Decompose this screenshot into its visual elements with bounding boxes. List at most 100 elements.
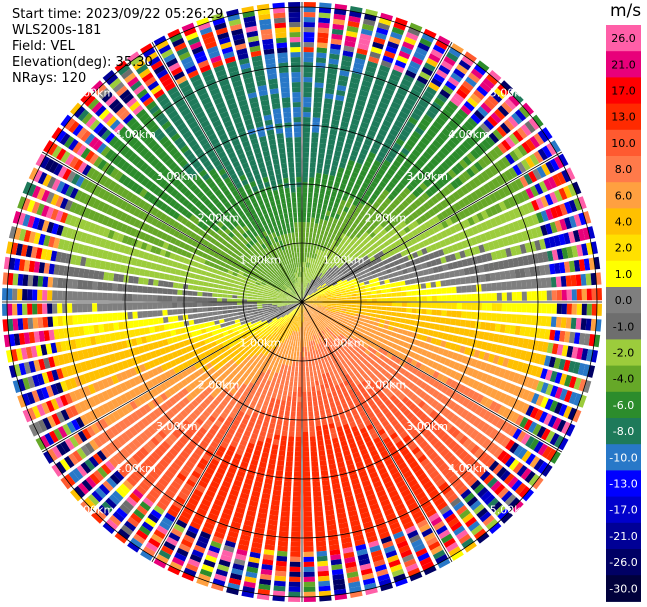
- velocity-gate: [591, 303, 597, 316]
- velocity-gate: [471, 203, 480, 213]
- velocity-gate: [466, 311, 472, 319]
- velocity-gate: [383, 545, 396, 554]
- velocity-gate: [428, 53, 441, 63]
- velocity-gate: [572, 409, 582, 423]
- velocity-gate: [327, 366, 333, 372]
- velocity-gate: [299, 311, 301, 317]
- velocity-gate: [376, 380, 383, 387]
- velocity-gate: [309, 292, 315, 297]
- velocity-gate: [55, 461, 67, 474]
- velocity-gate: [248, 382, 254, 389]
- velocity-gate: [302, 157, 309, 163]
- velocity-gate: [337, 328, 343, 334]
- velocity-gate: [318, 343, 323, 349]
- velocity-gate: [329, 227, 335, 234]
- velocity-gate: [326, 260, 332, 266]
- velocity-gate: [436, 363, 444, 372]
- velocity-gate: [571, 346, 579, 359]
- velocity-gate: [103, 415, 113, 427]
- velocity-gate: [380, 361, 387, 368]
- velocity-gate: [226, 498, 236, 507]
- velocity-gate: [411, 211, 419, 219]
- velocity-gate: [293, 381, 298, 387]
- velocity-gate: [136, 465, 148, 476]
- velocity-gate: [296, 351, 300, 357]
- velocity-gate: [193, 488, 204, 498]
- velocity-gate: [477, 106, 489, 118]
- velocity-gate: [329, 402, 336, 409]
- velocity-gate: [481, 341, 488, 351]
- velocity-gate: [367, 466, 377, 475]
- velocity-gate: [315, 177, 321, 184]
- velocity-gate: [423, 565, 437, 576]
- velocity-gate: [189, 390, 198, 399]
- velocity-gate: [335, 311, 341, 315]
- velocity-gate: [356, 343, 363, 349]
- velocity-gate: [210, 390, 218, 399]
- velocity-gate: [431, 101, 442, 112]
- velocity-gate: [87, 396, 97, 408]
- velocity-gate: [395, 138, 405, 147]
- velocity-gate: [200, 401, 208, 410]
- velocity-gate: [314, 506, 323, 512]
- velocity-gate: [191, 452, 201, 461]
- velocity-gate: [158, 549, 172, 560]
- velocity-gate: [324, 339, 329, 346]
- velocity-gate: [269, 453, 277, 460]
- velocity-gate: [468, 266, 475, 275]
- velocity-gate: [324, 230, 329, 237]
- velocity-gate: [334, 99, 344, 107]
- velocity-gate: [302, 342, 305, 347]
- velocity-gate: [311, 466, 319, 472]
- velocity-gate: [433, 97, 445, 107]
- velocity-gate: [555, 276, 562, 288]
- velocity-gate: [529, 266, 536, 277]
- velocity-gate: [411, 376, 419, 384]
- velocity-gate: [369, 471, 379, 479]
- velocity-gate: [357, 502, 368, 510]
- velocity-gate: [473, 483, 485, 495]
- velocity-gate: [302, 202, 307, 208]
- velocity-gate: [274, 321, 280, 326]
- velocity-gate: [436, 392, 444, 402]
- velocity-gate: [309, 320, 312, 326]
- velocity-gate: [328, 139, 336, 146]
- velocity-gate: [415, 361, 422, 369]
- velocity-gate: [329, 342, 335, 348]
- velocity-gate: [342, 302, 347, 305]
- velocity-gate: [463, 492, 475, 504]
- velocity-gate: [289, 381, 294, 387]
- velocity-gate: [525, 229, 534, 240]
- velocity-gate: [426, 309, 432, 315]
- velocity-gate: [355, 461, 364, 469]
- velocity-gate: [519, 350, 527, 361]
- velocity-gate: [90, 423, 100, 435]
- velocity-gate: [312, 481, 321, 487]
- velocity-gate: [329, 129, 338, 136]
- velocity-gate: [331, 298, 337, 301]
- velocity-gate: [310, 441, 317, 447]
- velocity-gate: [256, 329, 262, 335]
- velocity-gate: [414, 79, 426, 90]
- velocity-gate: [310, 314, 314, 319]
- velocity-gate: [554, 220, 563, 232]
- velocity-gate: [194, 396, 203, 404]
- velocity-gate: [278, 530, 289, 537]
- velocity-gate: [440, 60, 454, 71]
- velocity-gate: [355, 543, 367, 552]
- velocity-gate: [405, 563, 419, 573]
- velocity-gate: [346, 309, 352, 313]
- velocity-gate: [322, 323, 327, 328]
- velocity-gate: [337, 263, 343, 269]
- velocity-gate: [508, 167, 518, 179]
- velocity-gate: [450, 318, 457, 326]
- velocity-gate: [306, 298, 312, 301]
- velocity-gate: [387, 181, 396, 189]
- velocity-gate: [390, 210, 399, 218]
- velocity-gate: [371, 294, 377, 298]
- velocity-gate: [383, 217, 391, 225]
- velocity-gate: [211, 352, 218, 359]
- velocity-gate: [245, 332, 252, 338]
- velocity-gate: [316, 550, 328, 557]
- velocity-gate: [273, 372, 279, 378]
